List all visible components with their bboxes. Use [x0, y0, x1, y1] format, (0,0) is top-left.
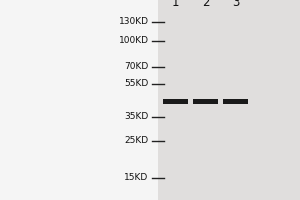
Text: 35KD: 35KD	[124, 112, 148, 121]
Text: 1: 1	[172, 0, 179, 9]
Bar	[158, 0, 300, 200]
Text: 25KD: 25KD	[124, 136, 148, 145]
Text: 3: 3	[232, 0, 239, 9]
Text: 130KD: 130KD	[118, 17, 148, 26]
Text: 100KD: 100KD	[118, 36, 148, 45]
Text: 55KD: 55KD	[124, 79, 148, 88]
Bar	[223, 99, 248, 104]
Text: 2: 2	[202, 0, 209, 9]
Text: 15KD: 15KD	[124, 173, 148, 182]
Bar	[163, 99, 188, 104]
Text: 70KD: 70KD	[124, 62, 148, 71]
Bar	[193, 99, 218, 104]
